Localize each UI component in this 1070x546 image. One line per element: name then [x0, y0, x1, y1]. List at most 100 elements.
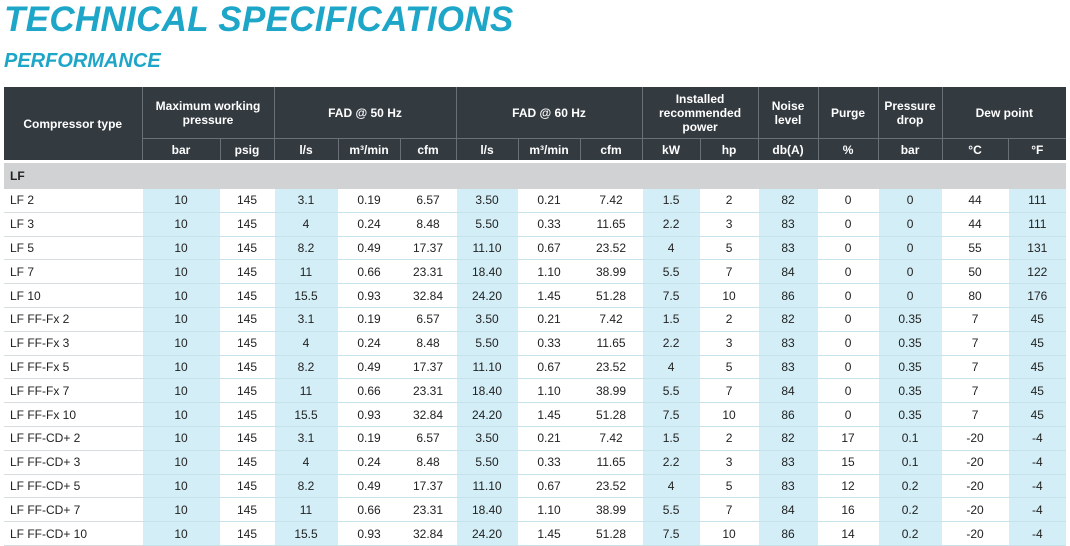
- table-cell: 2.2: [641, 450, 701, 475]
- table-cell: 8.48: [399, 331, 457, 356]
- table-cell: 0.67: [517, 355, 581, 380]
- unit-header: cfm: [579, 138, 643, 162]
- header-max-pressure: Maximum working pressure: [141, 87, 274, 139]
- table-cell: 1.5: [641, 189, 701, 213]
- table-cell: 38.99: [579, 497, 643, 523]
- table-cell: 10: [141, 497, 220, 523]
- table-cell: 45: [1007, 402, 1067, 427]
- table-cell: 83: [757, 331, 819, 356]
- table-row: LF FF-Fx 10 10 145 15.5 0.93 32.84 24.20 1.45 51…: [4, 402, 1067, 427]
- table-cell: 0.19: [337, 426, 400, 451]
- table-cell: 7: [941, 307, 1009, 332]
- table-cell: 7: [941, 378, 1009, 404]
- table-cell: 145: [219, 189, 274, 213]
- table-cell: 0.24: [337, 212, 400, 237]
- unit-header: °C: [941, 138, 1009, 162]
- group-label: LF: [4, 160, 1067, 189]
- compressor-name: LF 3: [4, 212, 142, 237]
- table-cell: 5.50: [455, 450, 519, 475]
- table-cell: 51.28: [579, 402, 643, 427]
- table-cell: 17.37: [399, 474, 457, 499]
- table-cell: 10: [141, 426, 220, 451]
- table-row: LF FF-CD+ 2 10 145 3.1 0.19 6.57 3.50 0.21 7.42 1…: [4, 426, 1067, 451]
- table-cell: 1.5: [641, 426, 701, 451]
- page-title: TECHNICAL SPECIFICATIONS: [4, 0, 514, 39]
- table-cell: 0: [817, 378, 879, 404]
- table-cell: 83: [757, 236, 819, 261]
- table-cell: 0.93: [337, 521, 400, 546]
- table-cell: 2.2: [641, 331, 701, 356]
- table-cell: 1.10: [517, 259, 581, 285]
- table-cell: 145: [219, 474, 274, 499]
- table-cell: 7: [699, 497, 759, 523]
- table-cell: 0.21: [517, 189, 581, 213]
- unit-header: m³/min: [517, 138, 581, 162]
- table-cell: 45: [1007, 331, 1067, 356]
- table-row: LF 2 10 145 3.1 0.19 6.57 3.50 0.21 7.42 1.5 2 82 0 0…: [4, 189, 1067, 213]
- table-cell: -20: [941, 521, 1009, 546]
- table-row: LF FF-Fx 5 10 145 8.2 0.49 17.37 11.10 0.67 23.5…: [4, 355, 1067, 380]
- table-row: LF 7 10 145 11 0.66 23.31 18.40 1.10 38.99 5.5 7 84…: [4, 259, 1067, 285]
- table-cell: 0.35: [877, 378, 943, 404]
- table-cell: 145: [219, 497, 274, 523]
- compressor-name: LF FF-Fx 10: [4, 402, 142, 427]
- table-cell: 10: [141, 474, 220, 499]
- compressor-name: LF 2: [4, 189, 142, 213]
- table-cell: 1.10: [517, 378, 581, 404]
- table-cell: 0.93: [337, 402, 400, 427]
- table-cell: 0.67: [517, 474, 581, 499]
- table-cell: 18.40: [455, 259, 519, 285]
- table-cell: 122: [1007, 259, 1067, 285]
- table-cell: 176: [1007, 283, 1067, 308]
- table-cell: 1.10: [517, 497, 581, 523]
- table-cell: 0.33: [517, 212, 581, 237]
- table-cell: 5.5: [641, 259, 701, 285]
- table-cell: 0.93: [337, 283, 400, 308]
- table-cell: 8.2: [273, 474, 338, 499]
- table-cell: 16: [817, 497, 879, 523]
- table-cell: 0.35: [877, 355, 943, 380]
- table-cell: 11: [273, 378, 338, 404]
- unit-header: l/s: [273, 138, 338, 162]
- compressor-name: LF FF-CD+ 3: [4, 450, 142, 475]
- table-cell: 7.42: [579, 307, 643, 332]
- compressor-name: LF FF-Fx 2: [4, 307, 142, 332]
- table-cell: 83: [757, 212, 819, 237]
- header-purge: Purge: [817, 87, 879, 139]
- table-cell: 145: [219, 402, 274, 427]
- table-cell: 8.48: [399, 450, 457, 475]
- table-cell: 7: [941, 402, 1009, 427]
- table-cell: 32.84: [399, 521, 457, 546]
- table-row: LF FF-Fx 2 10 145 3.1 0.19 6.57 3.50 0.21 7.42 1.…: [4, 307, 1067, 332]
- table-cell: 4: [273, 450, 338, 475]
- table-cell: 0: [817, 331, 879, 356]
- table-cell: 8.48: [399, 212, 457, 237]
- table-cell: 1.45: [517, 283, 581, 308]
- table-cell: 0.66: [337, 378, 400, 404]
- table-cell: 44: [941, 212, 1009, 237]
- table-cell: 0: [817, 236, 879, 261]
- table-cell: 5.50: [455, 331, 519, 356]
- table-cell: 0: [817, 283, 879, 308]
- table-cell: 3.50: [455, 426, 519, 451]
- table-cell: 7: [941, 331, 1009, 356]
- table-cell: 7.42: [579, 426, 643, 451]
- table-cell: 7: [941, 355, 1009, 380]
- table-cell: 18.40: [455, 378, 519, 404]
- table-cell: 0: [877, 236, 943, 261]
- table-cell: 15.5: [273, 283, 338, 308]
- table-cell: 7.5: [641, 283, 701, 308]
- table-cell: 0: [877, 189, 943, 213]
- table-cell: 0.1: [877, 450, 943, 475]
- table-row: LF 10 10 145 15.5 0.93 32.84 24.20 1.45 51.28 7.5…: [4, 283, 1067, 308]
- compressor-name: LF FF-Fx 7: [4, 378, 142, 404]
- table-cell: 11.10: [455, 355, 519, 380]
- table-cell: 12: [817, 474, 879, 499]
- table-cell: 11.10: [455, 236, 519, 261]
- table-cell: 145: [219, 259, 274, 285]
- table-cell: 10: [141, 307, 220, 332]
- table-cell: 6.57: [399, 307, 457, 332]
- table-cell: 80: [941, 283, 1009, 308]
- table-cell: 17.37: [399, 355, 457, 380]
- table-cell: 1.45: [517, 402, 581, 427]
